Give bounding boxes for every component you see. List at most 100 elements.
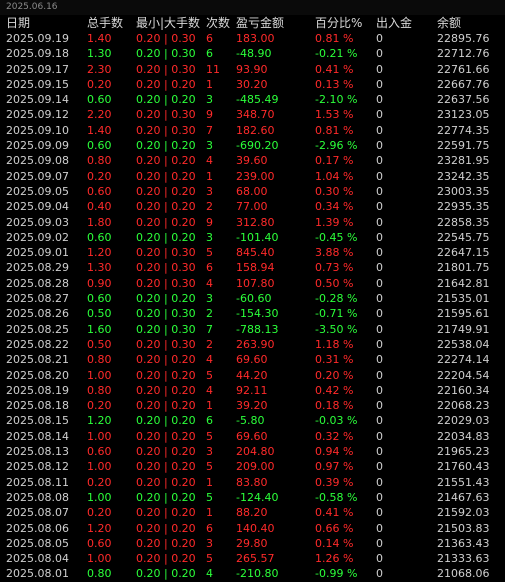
row-trade-count: 3 xyxy=(206,445,213,459)
row-trade-count: 3 xyxy=(206,292,213,306)
row-trade-count: 4 xyxy=(206,567,213,581)
row-deposit-withdrawal: 0 xyxy=(376,292,383,306)
table-row[interactable]: 2025.09.18 1.30 0.20 | 0.30 6 -48.90 -0.21 % 0… xyxy=(0,46,505,61)
row-min-max-lots: 0.20 | 0.30 xyxy=(136,32,196,45)
table-row[interactable]: 2025.08.01 0.80 0.20 | 0.20 4 -210.80 -0.99 %… xyxy=(0,566,505,581)
row-percent: -2.96 % xyxy=(315,139,358,153)
table-row[interactable]: 2025.08.26 0.50 0.20 | 0.30 2 -154.30 -0.71 %… xyxy=(0,306,505,321)
header-total-lots[interactable]: 总手数 xyxy=(87,16,124,30)
row-date: 2025.08.20 xyxy=(6,368,69,382)
table-row[interactable]: 2025.09.03 1.80 0.20 | 0.20 9 312.80 1.39 % 0 2… xyxy=(0,215,505,230)
row-total-lots: 0.60 xyxy=(87,445,112,459)
row-pnl: -124.40 xyxy=(236,490,279,504)
table-row[interactable]: 2025.09.14 0.60 0.20 | 0.20 3 -485.49 -2.10 %… xyxy=(0,92,505,107)
row-percent: -0.45 % xyxy=(315,230,358,244)
row-trade-count: 6 xyxy=(206,47,213,61)
row-deposit-withdrawal: 0 xyxy=(376,506,383,520)
row-date: 2025.09.05 xyxy=(6,184,69,198)
row-trade-count: 5 xyxy=(206,490,213,504)
row-deposit-withdrawal: 0 xyxy=(376,230,383,244)
table-row[interactable]: 2025.09.05 0.60 0.20 | 0.20 3 68.00 0.30 % 0 23… xyxy=(0,184,505,199)
table-body: 2025.09.19 1.40 0.20 | 0.30 6 183.00 0.81 % 0 2… xyxy=(0,31,505,582)
table-row[interactable]: 2025.08.14 1.00 0.20 | 0.20 5 69.60 0.32 % 0 22… xyxy=(0,429,505,444)
row-balance: 21535.01 xyxy=(437,292,490,306)
row-date: 2025.08.27 xyxy=(6,292,69,306)
table-row[interactable]: 2025.08.07 0.20 0.20 | 0.20 1 88.20 0.41 % 0 21… xyxy=(0,505,505,520)
table-row[interactable]: 2025.09.07 0.20 0.20 | 0.20 1 239.00 1.04 % 0 2… xyxy=(0,169,505,184)
table-row[interactable]: 2025.08.20 1.00 0.20 | 0.20 5 44.20 0.20 % 0 22… xyxy=(0,368,505,383)
row-date: 2025.08.01 xyxy=(6,567,69,581)
table-row[interactable]: 2025.08.21 0.80 0.20 | 0.20 4 69.60 0.31 % 0 22… xyxy=(0,352,505,367)
header-percent[interactable]: 百分比% xyxy=(315,16,363,30)
row-date: 2025.08.06 xyxy=(6,521,69,535)
table-row[interactable]: 2025.08.15 1.20 0.20 | 0.20 6 -5.80 -0.03 % 0 2… xyxy=(0,413,505,428)
row-total-lots: 0.20 xyxy=(87,169,112,183)
table-row[interactable]: 2025.09.09 0.60 0.20 | 0.20 3 -690.20 -2.96 %… xyxy=(0,138,505,153)
row-total-lots: 0.60 xyxy=(87,230,112,244)
row-balance: 22712.76 xyxy=(437,47,490,61)
row-balance: 22274.14 xyxy=(437,353,490,367)
row-min-max-lots: 0.20 | 0.20 xyxy=(136,353,196,367)
table-row[interactable]: 2025.08.08 1.00 0.20 | 0.20 5 -124.40 -0.58 %… xyxy=(0,490,505,505)
row-percent: 0.14 % xyxy=(315,536,354,550)
row-total-lots: 0.60 xyxy=(87,93,112,107)
table-row[interactable]: 2025.09.15 0.20 0.20 | 0.20 1 30.20 0.13 % 0 22… xyxy=(0,77,505,92)
row-percent: 0.94 % xyxy=(315,445,354,459)
row-date: 2025.09.18 xyxy=(6,47,69,61)
row-balance: 23003.35 xyxy=(437,184,490,198)
row-trade-count: 3 xyxy=(206,93,213,107)
table-row[interactable]: 2025.08.29 1.30 0.20 | 0.30 6 158.94 0.73 % 0 2… xyxy=(0,260,505,275)
table-row[interactable]: 2025.09.01 1.20 0.20 | 0.30 5 845.40 3.88 % 0 2… xyxy=(0,245,505,260)
row-balance: 22034.83 xyxy=(437,429,490,443)
row-percent: -0.28 % xyxy=(315,292,358,306)
header-balance[interactable]: 余额 xyxy=(437,16,462,30)
table-row[interactable]: 2025.09.17 2.30 0.20 | 0.30 11 93.90 0.41 % 0 2… xyxy=(0,62,505,77)
row-min-max-lots: 0.20 | 0.30 xyxy=(136,276,196,290)
row-total-lots: 0.60 xyxy=(87,292,112,306)
table-row[interactable]: 2025.08.12 1.00 0.20 | 0.20 5 209.00 0.97 % 0 2… xyxy=(0,459,505,474)
row-percent: 0.20 % xyxy=(315,368,354,382)
table-row[interactable]: 2025.09.19 1.40 0.20 | 0.30 6 183.00 0.81 % 0 2… xyxy=(0,31,505,46)
header-deposit-withdrawal[interactable]: 出入金 xyxy=(376,16,413,30)
table-row[interactable]: 2025.08.22 0.50 0.20 | 0.30 2 263.90 1.18 % 0 2… xyxy=(0,337,505,352)
row-pnl: 68.00 xyxy=(236,184,268,198)
table-row[interactable]: 2025.09.10 1.40 0.20 | 0.30 7 182.60 0.81 % 0 2… xyxy=(0,123,505,138)
row-pnl: 44.20 xyxy=(236,368,268,382)
row-pnl: -485.49 xyxy=(236,93,279,107)
table-row[interactable]: 2025.09.02 0.60 0.20 | 0.20 3 -101.40 -0.45 %… xyxy=(0,230,505,245)
row-total-lots: 1.00 xyxy=(87,552,112,566)
row-pnl: 209.00 xyxy=(236,460,275,474)
table-row[interactable]: 2025.08.11 0.20 0.20 | 0.20 1 83.80 0.39 % 0 21… xyxy=(0,475,505,490)
table-row[interactable]: 2025.08.05 0.60 0.20 | 0.20 3 29.80 0.14 % 0 21… xyxy=(0,536,505,551)
row-percent: 0.97 % xyxy=(315,460,354,474)
row-percent: 0.39 % xyxy=(315,475,354,489)
header-trade-count[interactable]: 次数 xyxy=(206,16,231,30)
table-row[interactable]: 2025.09.12 2.20 0.20 | 0.30 9 348.70 1.53 % 0 2… xyxy=(0,107,505,122)
row-pnl: 93.90 xyxy=(236,62,268,76)
row-total-lots: 1.00 xyxy=(87,368,112,382)
table-row[interactable]: 2025.09.08 0.80 0.20 | 0.20 4 39.60 0.17 % 0 23… xyxy=(0,153,505,168)
table-row[interactable]: 2025.08.13 0.60 0.20 | 0.20 3 204.80 0.94 % 0 2… xyxy=(0,444,505,459)
table-row[interactable]: 2025.08.25 1.60 0.20 | 0.30 7 -788.13 -3.50 %… xyxy=(0,322,505,337)
row-balance: 21333.63 xyxy=(437,552,490,566)
row-trade-count: 6 xyxy=(206,32,213,45)
table-row[interactable]: 2025.08.04 1.00 0.20 | 0.20 5 265.57 1.26 % 0 2… xyxy=(0,551,505,566)
row-pnl: -690.20 xyxy=(236,139,279,153)
table-row[interactable]: 2025.09.04 0.40 0.20 | 0.20 2 77.00 0.34 % 0 22… xyxy=(0,199,505,214)
row-date: 2025.09.02 xyxy=(6,230,69,244)
header-date[interactable]: 日期 xyxy=(6,16,31,30)
row-pnl: 88.20 xyxy=(236,506,268,520)
row-min-max-lots: 0.20 | 0.30 xyxy=(136,47,196,61)
row-balance: 22068.23 xyxy=(437,399,490,413)
header-pnl[interactable]: 盈亏金额 xyxy=(236,16,285,30)
table-row[interactable]: 2025.08.19 0.80 0.20 | 0.20 4 92.11 0.42 % 0 22… xyxy=(0,383,505,398)
row-deposit-withdrawal: 0 xyxy=(376,414,383,428)
row-min-max-lots: 0.20 | 0.20 xyxy=(136,506,196,520)
table-row[interactable]: 2025.08.27 0.60 0.20 | 0.20 3 -60.60 -0.28 % 0… xyxy=(0,291,505,306)
row-date: 2025.09.08 xyxy=(6,154,69,168)
table-row[interactable]: 2025.08.18 0.20 0.20 | 0.20 1 39.20 0.18 % 0 22… xyxy=(0,398,505,413)
header-min-max-lots[interactable]: 最小|大手数 xyxy=(136,16,201,30)
row-trade-count: 3 xyxy=(206,536,213,550)
table-row[interactable]: 2025.08.06 1.20 0.20 | 0.20 6 140.40 0.66 % 0 2… xyxy=(0,521,505,536)
table-row[interactable]: 2025.08.28 0.90 0.20 | 0.30 4 107.80 0.50 % 0 2… xyxy=(0,276,505,291)
